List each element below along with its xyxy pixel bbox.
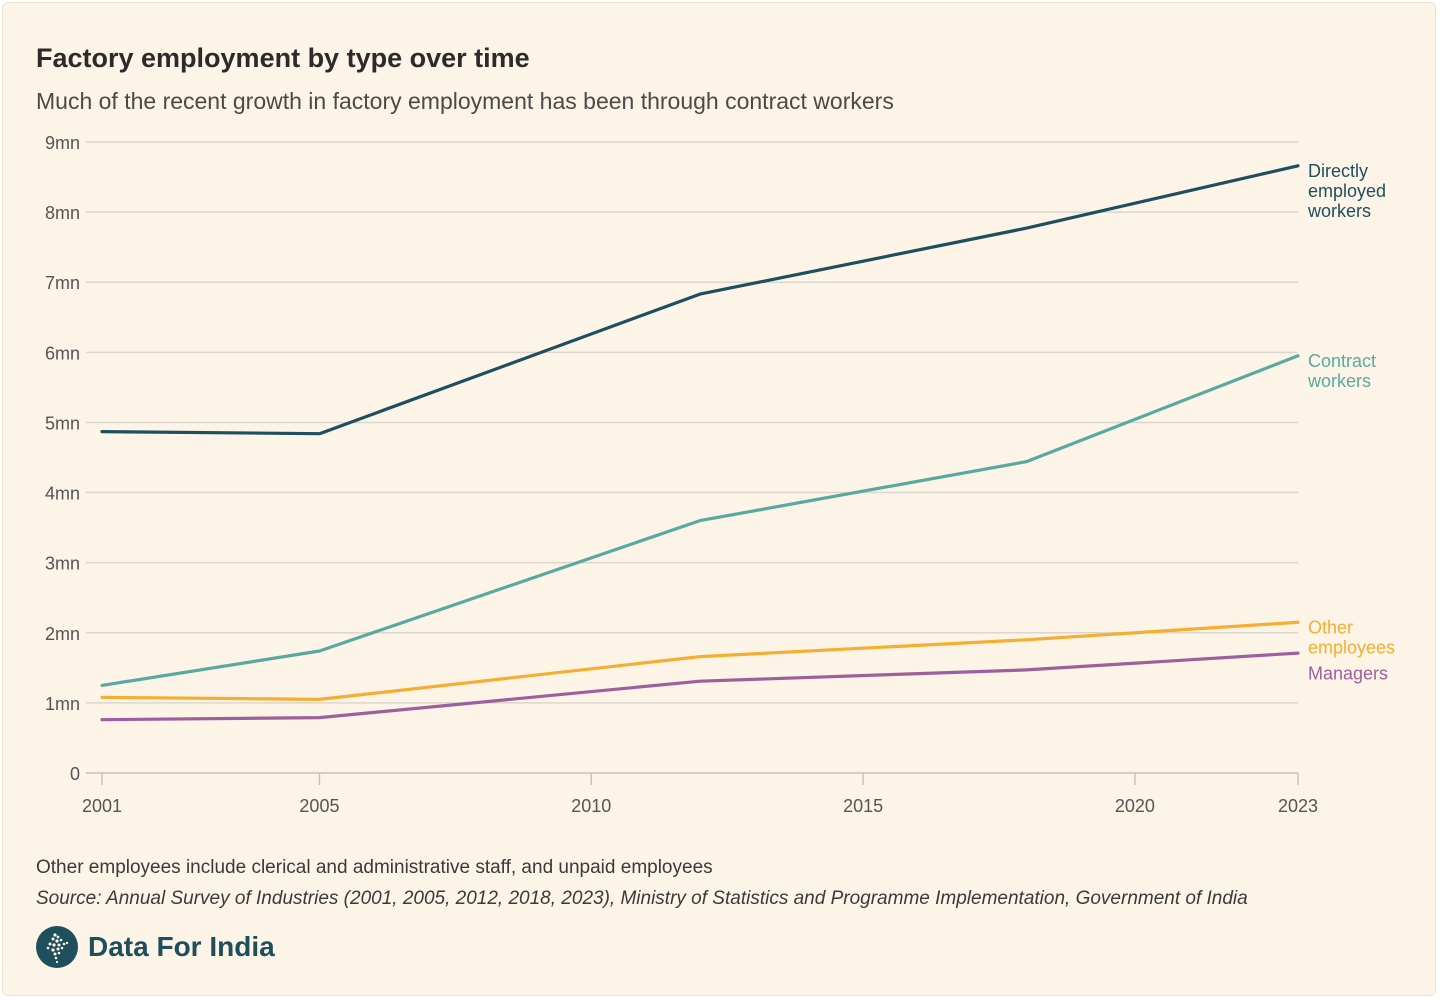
series-label-2: Other employees [1308, 617, 1395, 657]
x-tick-label: 2005 [299, 796, 339, 816]
x-tick-label: 2023 [1278, 796, 1318, 816]
x-tick-label: 2020 [1115, 796, 1155, 816]
chart-title: Factory employment by type over time [36, 43, 530, 73]
source-note: Source: Annual Survey of Industries (200… [36, 888, 1248, 909]
brand[interactable]: Data For India [36, 926, 275, 968]
y-tick-label: 7mn [45, 273, 80, 293]
line-chart: 0 1mn 2mn 3mn 4mn 5mn 6mn 7mn 8mn 9mn 2001 2005 2010… [45, 133, 1395, 816]
y-tick-label: 4mn [45, 484, 80, 504]
series-label-line: workers [1307, 371, 1371, 391]
series-label-line: Managers [1308, 663, 1388, 683]
series-label-line: Other [1308, 617, 1353, 637]
series-label-0: Directly employed workers [1307, 161, 1386, 221]
series-label-line: Contract [1308, 351, 1376, 371]
y-tick-label: 0 [70, 764, 80, 784]
series-label-line: Directly [1308, 161, 1368, 181]
series-line-2 [100, 620, 1300, 702]
series-label-3: Managers [1308, 663, 1388, 683]
y-tick-label: 8mn [45, 203, 80, 223]
y-tick-label: 6mn [45, 343, 80, 363]
brand-name: Data For India [88, 931, 275, 962]
series-label-line: employees [1308, 637, 1395, 657]
y-tick-label: 5mn [45, 413, 80, 433]
series-label-1: Contract workers [1307, 351, 1376, 391]
chart-subtitle: Much of the recent growth in factory emp… [36, 88, 894, 114]
footnote: Other employees include clerical and adm… [36, 857, 713, 878]
y-tick-label: 2mn [45, 624, 80, 644]
india-map-logo-icon [36, 926, 78, 968]
x-tick-label: 2015 [843, 796, 883, 816]
series-label-line: workers [1307, 201, 1371, 221]
x-tick-label: 2010 [571, 796, 611, 816]
series-line-3 [100, 651, 1300, 722]
series-label-line: employed [1308, 181, 1386, 201]
series-line-1 [100, 354, 1300, 688]
y-tick-label: 9mn [45, 133, 80, 153]
y-tick-label: 1mn [45, 694, 80, 714]
y-tick-label: 3mn [45, 554, 80, 574]
x-tick-label: 2001 [82, 796, 122, 816]
series-line-0 [100, 164, 1300, 436]
